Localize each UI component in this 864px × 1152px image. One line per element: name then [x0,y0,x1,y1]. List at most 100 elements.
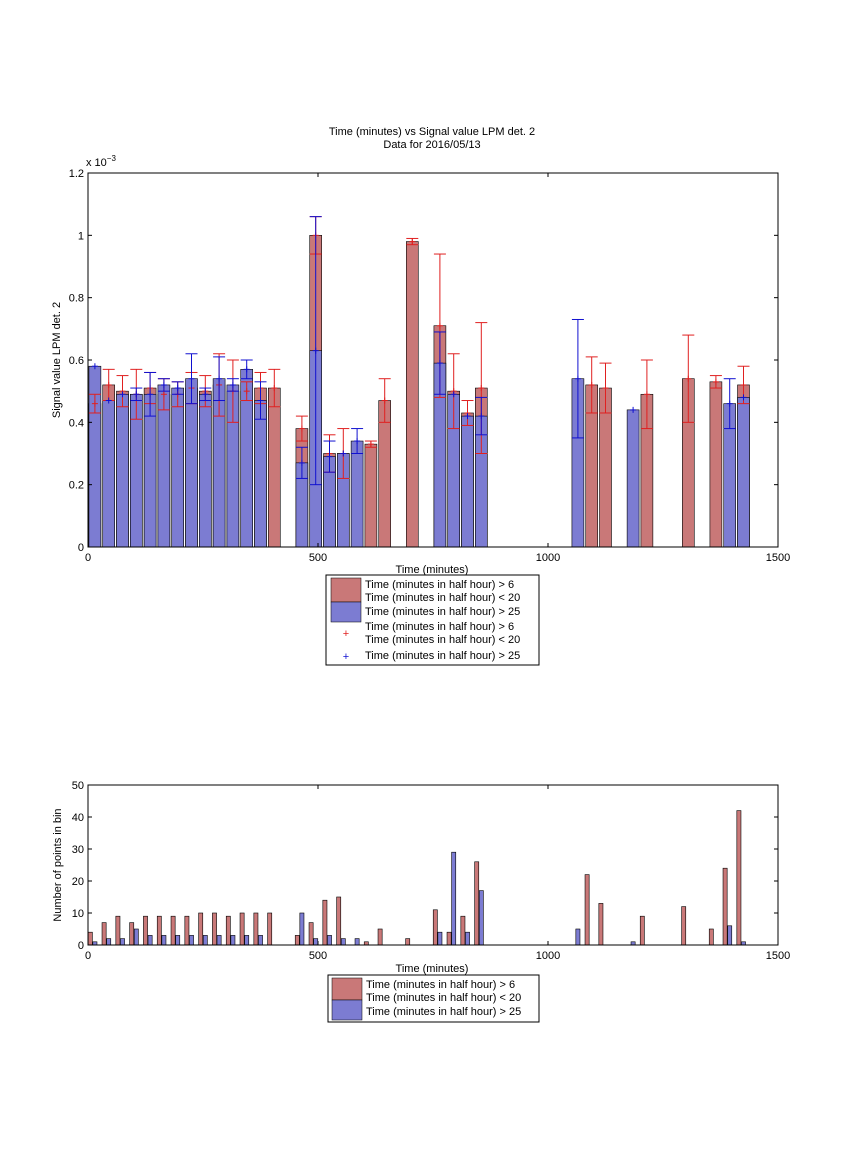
bottom-legend-box [327,974,540,1023]
legend-swatch-blue [330,601,362,623]
top-legend-box [325,574,540,666]
bottom-bar-red-13 [267,912,273,946]
top-errorbar-blue-10 [226,378,239,392]
bottom-bar-red-10 [225,915,231,946]
top-errorbar-blue-1 [105,397,112,404]
top-errorbar-red-28 [682,334,695,423]
bottom-bar-blue-11 [244,935,250,946]
legend-marker-blue: + [343,651,349,663]
bottom-bar-blue-1 [106,938,112,946]
bottom-bar-blue-4 [147,935,153,946]
top-y-tick-label: 1.2 [69,168,84,180]
top-errorbar-blue-19 [450,391,457,398]
bottom-bar-red-1 [101,922,107,946]
bottom-bar-red-15 [308,922,314,946]
bottom-bar-red-4 [143,915,148,946]
bottom-y-tick-label: 40 [72,812,84,824]
legend-entry: Time (minutes in half hour) > 6 [365,621,514,633]
bottom-bar-red-31 [736,810,742,946]
top-x-tick-label: 500 [309,552,327,564]
top-y-axis-label: Signal value LPM det. 2 [51,302,63,418]
top-errorbar-red-18 [364,440,377,448]
top-bar-red-29 [709,381,723,548]
top-bar-blue-6 [171,387,184,548]
bottom-bar-blue-24 [727,925,733,946]
top-errorbar-red-2 [116,375,129,408]
legend-swatch-blue [331,999,363,1021]
bottom-bar-red-0 [87,931,93,946]
bottom-bar-red-23 [460,915,466,946]
top-y-tick-label: 1 [78,230,84,242]
top-errorbar-blue-11 [240,359,253,380]
top-bar-blue-2 [116,393,129,548]
top-ticks: 0 500 1000 1500 0 0.2 0.4 0.6 0.8 1 1.2 [69,168,791,564]
bottom-x-tick-label: 1500 [766,950,790,962]
bottom-bar-blue-3 [133,928,139,946]
top-bar-blue-23 [626,409,640,548]
top-errorbar-blue-18 [433,331,446,395]
bottom-x-axis-label: Time (minutes) [396,963,469,975]
top-errorbar-red-26 [599,362,612,414]
legend-entry: Time (minutes in half hour) > 6 [365,579,514,591]
bottom-bar-red-30 [722,867,728,946]
legend-entry: Time (minutes in half hour) > 25 [365,650,520,662]
bottom-bar-red-19 [377,928,383,946]
top-errorbar-blue-16 [340,450,347,457]
top-errorbar-blue-9 [213,356,226,402]
y-exponent-label: x 10−3 [86,154,116,169]
top-errorbar-blue-7 [185,353,198,405]
top-x-tick-label: 0 [85,552,91,564]
bottom-bar-red-8 [198,912,204,946]
top-bar-red-13 [268,387,281,548]
chart-subtitle: Data for 2016/05/13 [383,139,480,151]
top-bar-blue-1 [102,400,115,548]
top-y-tick-label: 0.2 [69,480,84,492]
top-errorbar-blue-2 [119,391,126,398]
top-bar-blue-8 [199,393,212,548]
top-bar-red-20 [406,241,419,548]
top-errorbar-blue-12 [254,381,267,420]
bottom-bar-blue-9 [216,935,222,946]
top-bar-blue-0 [88,365,102,548]
bottom-y-tick-label: 50 [72,780,84,792]
bottom-bar-blue-5 [161,935,167,946]
legend-swatch-red [330,577,362,603]
bottom-bar-red-7 [184,915,190,946]
bottom-bar-red-27 [639,915,645,946]
top-chart: Time (minutes) vs Signal value LPM det. … [51,126,791,666]
bottom-bar-blue-20 [465,931,470,946]
top-error-bars [88,216,750,486]
top-bar-blue-4 [143,393,157,548]
bottom-bar-red-11 [239,912,245,946]
top-errorbar-blue-3 [130,387,143,402]
bottom-bar-blue-19 [451,851,457,946]
bottom-axes-frame [87,784,779,946]
legend-entry: Time (minutes in half hour) > 25 [365,606,520,618]
top-errorbar-blue-23 [630,406,637,413]
bottom-bar-blue-14 [313,938,319,946]
bottom-bar-red-17 [336,896,342,946]
top-x-tick-label: 1500 [766,552,790,564]
bottom-bar-blue-18 [437,931,443,946]
top-errorbar-red-20 [406,237,419,246]
top-errorbar-red-19 [378,378,391,423]
bottom-bar-red-28 [681,906,687,946]
top-errorbar-blue-13 [295,446,308,479]
top-errorbar-red-14 [295,415,308,442]
top-y-tick-label: 0.6 [69,355,84,367]
bottom-bar-red-14 [294,935,300,946]
bottom-bar-blue-12 [258,935,263,946]
bottom-legend: Time (minutes in half hour) > 6 Time (mi… [327,974,540,1023]
bottom-bar-blue-7 [189,935,194,946]
bottom-bar-red-25 [584,874,590,946]
top-errorbar-blue-25 [740,394,747,401]
top-bar-blue-20 [461,415,474,548]
bottom-bar-red-2 [115,915,121,946]
top-x-axis-label: Time (minutes) [396,564,469,576]
chart-title: Time (minutes) vs Signal value LPM det. … [329,126,535,138]
top-y-tick-label: 0.8 [69,293,84,305]
bottom-bar-blue-15 [327,935,332,946]
top-errorbar-blue-5 [157,378,170,392]
bottom-y-tick-label: 10 [72,908,84,920]
top-errorbar-blue-24 [723,378,736,430]
